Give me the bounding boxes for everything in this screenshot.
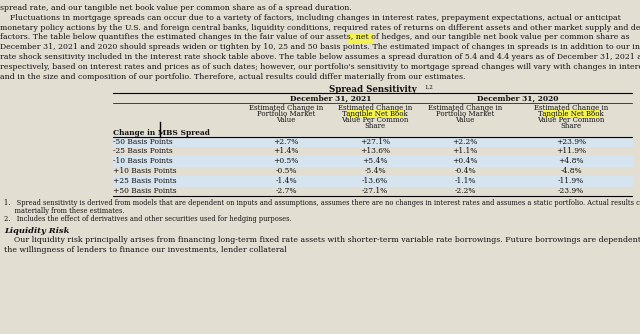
Text: +13.6%: +13.6% bbox=[360, 147, 390, 155]
Text: -50 Basis Points: -50 Basis Points bbox=[113, 138, 173, 146]
Text: Portfolio Market: Portfolio Market bbox=[436, 110, 494, 118]
Text: -2.2%: -2.2% bbox=[454, 187, 476, 195]
Text: Share: Share bbox=[561, 122, 582, 130]
Text: -10 Basis Points: -10 Basis Points bbox=[113, 157, 173, 165]
Text: Our liquidity risk principally arises from financing long-term fixed rate assets: Our liquidity risk principally arises fr… bbox=[4, 236, 640, 244]
Bar bbox=[113, 176, 632, 186]
Text: Estimated Change in: Estimated Change in bbox=[534, 105, 608, 113]
Text: materially from these estimates.: materially from these estimates. bbox=[4, 207, 125, 215]
Text: 1.   Spread sensitivity is derived from models that are dependent on inputs and : 1. Spread sensitivity is derived from mo… bbox=[4, 199, 640, 207]
Text: monetary policy actions by the U.S. and foreign central banks, liquidity conditi: monetary policy actions by the U.S. and … bbox=[0, 24, 640, 32]
Text: -0.5%: -0.5% bbox=[275, 167, 297, 175]
Text: -13.6%: -13.6% bbox=[362, 177, 388, 185]
Text: Fluctuations in mortgage spreads can occur due to a variety of factors, includin: Fluctuations in mortgage spreads can occ… bbox=[0, 14, 621, 22]
Text: +23.9%: +23.9% bbox=[556, 138, 586, 146]
Text: +2.2%: +2.2% bbox=[452, 138, 477, 146]
Text: +0.5%: +0.5% bbox=[273, 157, 299, 165]
Text: +5.4%: +5.4% bbox=[362, 157, 388, 165]
Text: -1.4%: -1.4% bbox=[275, 177, 297, 185]
Text: Estimated Change in: Estimated Change in bbox=[249, 105, 323, 113]
Text: Share: Share bbox=[364, 122, 385, 130]
Text: 2.   Includes the effect of derivatives and other securities used for hedging pu: 2. Includes the effect of derivatives an… bbox=[4, 215, 292, 223]
Bar bbox=[348, 34, 372, 42]
Text: -5.4%: -5.4% bbox=[364, 167, 386, 175]
Text: December 31, 2021: December 31, 2021 bbox=[290, 95, 371, 103]
Text: +11.9%: +11.9% bbox=[556, 147, 586, 155]
Text: Tangible Net Book: Tangible Net Book bbox=[538, 110, 604, 118]
Text: -2.7%: -2.7% bbox=[275, 187, 297, 195]
Text: +50 Basis Points: +50 Basis Points bbox=[113, 187, 177, 195]
Text: rate shock sensitivity included in the interest rate shock table above. The tabl: rate shock sensitivity included in the i… bbox=[0, 53, 640, 61]
Text: -0.4%: -0.4% bbox=[454, 167, 476, 175]
Text: +2.7%: +2.7% bbox=[273, 138, 299, 146]
Bar bbox=[113, 137, 632, 146]
Text: +1.1%: +1.1% bbox=[452, 147, 477, 155]
Text: Value Per Common: Value Per Common bbox=[538, 116, 605, 124]
Bar bbox=[347, 110, 403, 116]
Text: factors. The table below quantifies the estimated changes in the fair value of o: factors. The table below quantifies the … bbox=[0, 33, 630, 41]
Text: -23.9%: -23.9% bbox=[558, 187, 584, 195]
Text: Portfolio Market: Portfolio Market bbox=[257, 110, 315, 118]
Text: Value Per Common: Value Per Common bbox=[341, 116, 409, 124]
Text: December 31, 2021 and 2020 should spreads widen or tighten by 10, 25 and 50 basi: December 31, 2021 and 2020 should spread… bbox=[0, 43, 640, 51]
Text: +0.4%: +0.4% bbox=[452, 157, 477, 165]
Text: +25 Basis Points: +25 Basis Points bbox=[113, 177, 177, 185]
Text: +10 Basis Points: +10 Basis Points bbox=[113, 167, 177, 175]
Text: Value: Value bbox=[276, 116, 296, 124]
Bar bbox=[543, 110, 599, 116]
Text: +4.8%: +4.8% bbox=[558, 157, 584, 165]
Text: Estimated Change in: Estimated Change in bbox=[338, 105, 412, 113]
Text: and in the size and composition of our portfolio. Therefore, actual results coul: and in the size and composition of our p… bbox=[0, 72, 465, 80]
Text: -27.1%: -27.1% bbox=[362, 187, 388, 195]
Text: the willingness of lenders to finance our investments, lender collateral: the willingness of lenders to finance ou… bbox=[4, 246, 287, 254]
Text: Estimated Change in: Estimated Change in bbox=[428, 105, 502, 113]
Text: +27.1%: +27.1% bbox=[360, 138, 390, 146]
Text: -11.9%: -11.9% bbox=[558, 177, 584, 185]
Text: Liquidity Risk: Liquidity Risk bbox=[4, 227, 69, 235]
Text: 1,2: 1,2 bbox=[424, 85, 433, 90]
Text: +1.4%: +1.4% bbox=[273, 147, 299, 155]
Text: Spread Sensitivity: Spread Sensitivity bbox=[328, 86, 417, 95]
Text: Value: Value bbox=[455, 116, 475, 124]
Text: spread rate, and our tangible net book value per common share as of a spread dur: spread rate, and our tangible net book v… bbox=[0, 4, 352, 12]
Bar bbox=[113, 156, 632, 166]
Text: Tangible Net Book: Tangible Net Book bbox=[342, 110, 408, 118]
Text: December 31, 2020: December 31, 2020 bbox=[477, 95, 559, 103]
Text: Change in MBS Spread: Change in MBS Spread bbox=[113, 129, 210, 137]
Text: -25 Basis Points: -25 Basis Points bbox=[113, 147, 173, 155]
Text: -4.8%: -4.8% bbox=[560, 167, 582, 175]
Text: respectively, based on interest rates and prices as of such dates; however, our : respectively, based on interest rates an… bbox=[0, 63, 640, 71]
Text: -1.1%: -1.1% bbox=[454, 177, 476, 185]
